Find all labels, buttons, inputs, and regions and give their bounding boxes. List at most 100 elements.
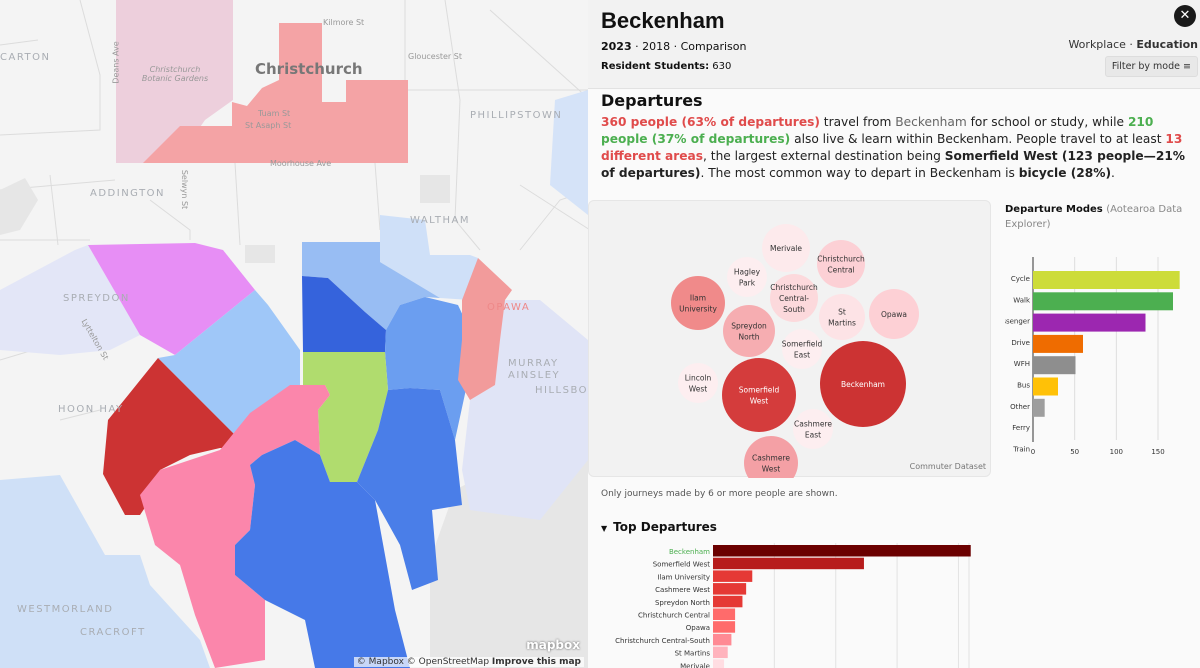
top-departures-toggle[interactable]: ▼ Top Departures: [601, 520, 717, 534]
triangle-down-icon: ▼: [601, 524, 608, 533]
bubble-beckenham[interactable]: [820, 341, 906, 427]
mode-bar-passenger[interactable]: [1033, 313, 1146, 332]
map-layer[interactable]: [0, 0, 588, 668]
resident-students: Resident Students: 630: [601, 61, 1187, 72]
bubble-somerfield-west[interactable]: [722, 358, 796, 432]
region-westmorland[interactable]: [0, 475, 210, 668]
mode-bar-walk[interactable]: [1033, 292, 1173, 311]
bubble-hagley-park[interactable]: [727, 257, 767, 297]
bubble-somerfield-east[interactable]: [782, 329, 822, 369]
street-label: Gloucester St: [408, 52, 462, 61]
region-opawa[interactable]: [458, 258, 512, 400]
top-departure-label: Cashmere West: [655, 586, 710, 594]
bubble-lincoln-west[interactable]: [678, 363, 718, 403]
mode-label: Walk: [1013, 296, 1031, 304]
bubble-label: Beckenham: [841, 380, 885, 389]
mode-workplace[interactable]: Workplace: [1068, 38, 1126, 51]
top-departure-bar[interactable]: [713, 646, 728, 659]
filter-by-mode-button[interactable]: Filter by mode ≡: [1104, 56, 1198, 77]
bubble-st-martins[interactable]: [819, 294, 865, 340]
bubble-label: Ilam University: [679, 294, 717, 314]
bubble-source: Commuter Dataset: [909, 462, 986, 471]
top-departure-bar[interactable]: [713, 608, 736, 621]
region-north-blue[interactable]: [302, 242, 440, 330]
street-label: Deans Ave: [111, 41, 121, 84]
area-title: Beckenham: [601, 8, 725, 33]
x-tick-label: 50: [1070, 448, 1079, 456]
mode-bar-drive[interactable]: [1033, 334, 1083, 353]
top-departure-bar[interactable]: [713, 659, 725, 668]
top-departures-heading: Top Departures: [613, 520, 717, 534]
attribution-osm[interactable]: © OpenStreetMap: [406, 657, 490, 667]
street-label: St Asaph St: [245, 121, 292, 130]
region-magenta[interactable]: [88, 243, 255, 355]
comparison-link[interactable]: Comparison: [680, 40, 747, 53]
mode-bar-bus[interactable]: [1033, 377, 1058, 396]
map-label-spreydon: SPREYDON: [63, 293, 130, 304]
region-dark-blue[interactable]: [302, 276, 386, 352]
x-tick-label: 150: [1151, 448, 1164, 456]
top-departure-bar[interactable]: [713, 545, 971, 557]
top-departure-bar[interactable]: [713, 583, 747, 595]
bubble-opawa[interactable]: [869, 289, 919, 339]
bubble-christchurch-central[interactable]: [817, 240, 865, 288]
bubble-cashmere-east[interactable]: [793, 409, 833, 449]
year-2023[interactable]: 2023: [601, 40, 632, 53]
street-label: Moorhouse Ave: [270, 159, 332, 168]
top-departure-bar[interactable]: [713, 633, 732, 646]
improve-map-link[interactable]: Improve this map: [491, 657, 581, 667]
bubble-merivale[interactable]: [762, 224, 810, 272]
close-icon[interactable]: ✕: [1174, 5, 1196, 27]
mode-bar-wfh[interactable]: [1033, 356, 1076, 375]
departure-modes-chart: Departure Modes (Aotearoa Data Explorer)…: [994, 202, 1200, 462]
region-green[interactable]: [303, 352, 388, 482]
region-christchurch-central[interactable]: [143, 23, 408, 163]
top-departure-bar[interactable]: [713, 621, 736, 633]
street-label: Tuam St: [258, 109, 291, 118]
region-blue-east[interactable]: [357, 388, 462, 590]
bubble-christchurch-central-south[interactable]: [770, 274, 818, 322]
mode-bar-cycle[interactable]: [1033, 271, 1180, 289]
top-departure-bar[interactable]: [713, 570, 753, 582]
bubble-label: Cashmere East: [794, 420, 832, 440]
sep: ·: [670, 40, 681, 53]
region-beckenham[interactable]: [103, 358, 248, 515]
mode-education[interactable]: Education: [1136, 38, 1198, 51]
year-2018[interactable]: 2018: [642, 40, 671, 53]
map-label-hoon-hay: HOON HAY: [58, 404, 124, 415]
top-departure-label: St Martins: [675, 650, 711, 658]
region-spreydon[interactable]: [0, 245, 140, 355]
modes-source: (Aotearoa Data Explorer): [1005, 204, 1183, 230]
top-departure-bar[interactable]: [713, 595, 743, 608]
bubble-label: St Martins: [828, 308, 856, 328]
region-pink[interactable]: [140, 385, 330, 668]
bubble-cashmere-west[interactable]: [744, 436, 798, 490]
resident-label: Resident Students:: [601, 61, 710, 72]
region-waltham[interactable]: [380, 215, 478, 300]
departures-summary: 360 people (63% of departures) travel fr…: [601, 114, 1190, 182]
bubble-ilam-university[interactable]: [671, 276, 725, 330]
region-botanic-gardens[interactable]: [116, 0, 233, 163]
sep: ·: [631, 40, 643, 53]
region-hillsborough[interactable]: [462, 300, 588, 520]
summary-mode: bicycle (28%): [1018, 166, 1112, 180]
bubble-chart: Merivale Christchurch Central Hagley Park Ila…: [588, 200, 991, 490]
summary-area-count: 13 different areas: [601, 132, 1183, 163]
top-departure-bar[interactable]: [713, 557, 864, 570]
mode-label: Passenger: [1005, 318, 1030, 326]
mode-bar-other[interactable]: [1033, 398, 1045, 417]
mapbox-logo[interactable]: mapbox: [526, 638, 580, 652]
street-label: Selwyn St: [180, 169, 190, 210]
bubble-label: Somerfield East: [782, 340, 823, 360]
map-city-label: Christchurch: [255, 60, 363, 78]
region-east[interactable]: [550, 90, 588, 215]
summary-text: for school or study, while: [966, 115, 1128, 129]
region-st-martins-north[interactable]: [385, 297, 478, 440]
map[interactable]: CARTON PHILLIPSTOWN ADDINGTON WALTHAM SP…: [0, 0, 588, 668]
region-blue-south[interactable]: [235, 440, 410, 668]
bubble-label: Cashmere West: [752, 454, 790, 474]
attribution-mapbox[interactable]: © Mapbox: [356, 657, 404, 667]
map-label-opawa: OPAWA: [487, 302, 531, 313]
top-departure-label: Opawa: [686, 624, 710, 632]
bubble-spreydon-north[interactable]: [723, 305, 775, 357]
